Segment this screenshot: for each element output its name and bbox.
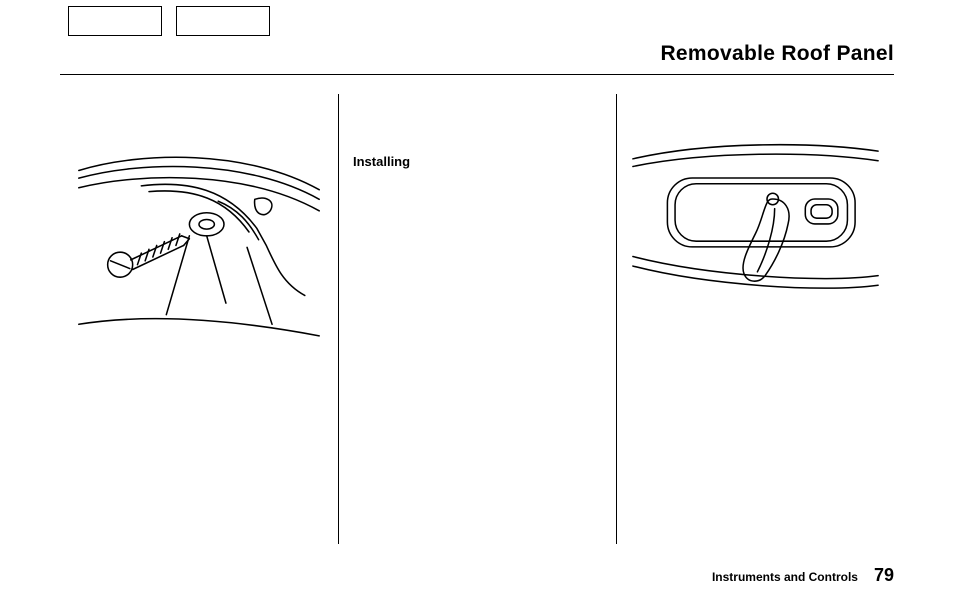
column-2: Installing [338,94,616,544]
manual-page: Removable Roof Panel [0,0,954,614]
top-box-1 [68,6,162,36]
page-title: Removable Roof Panel [660,42,894,66]
subheading-installing: Installing [353,154,602,169]
header-rule [60,74,894,75]
top-nav-boxes [68,6,270,36]
column-1 [60,94,338,544]
figure-rear-latch-handle [631,132,880,324]
column-3 [616,94,894,544]
top-box-2 [176,6,270,36]
footer-section: Instruments and Controls [712,570,858,584]
page-footer: Instruments and Controls 79 [712,565,894,586]
page-number: 79 [874,565,894,586]
content-columns: Installing [60,94,894,544]
figure-front-latch [74,132,324,344]
